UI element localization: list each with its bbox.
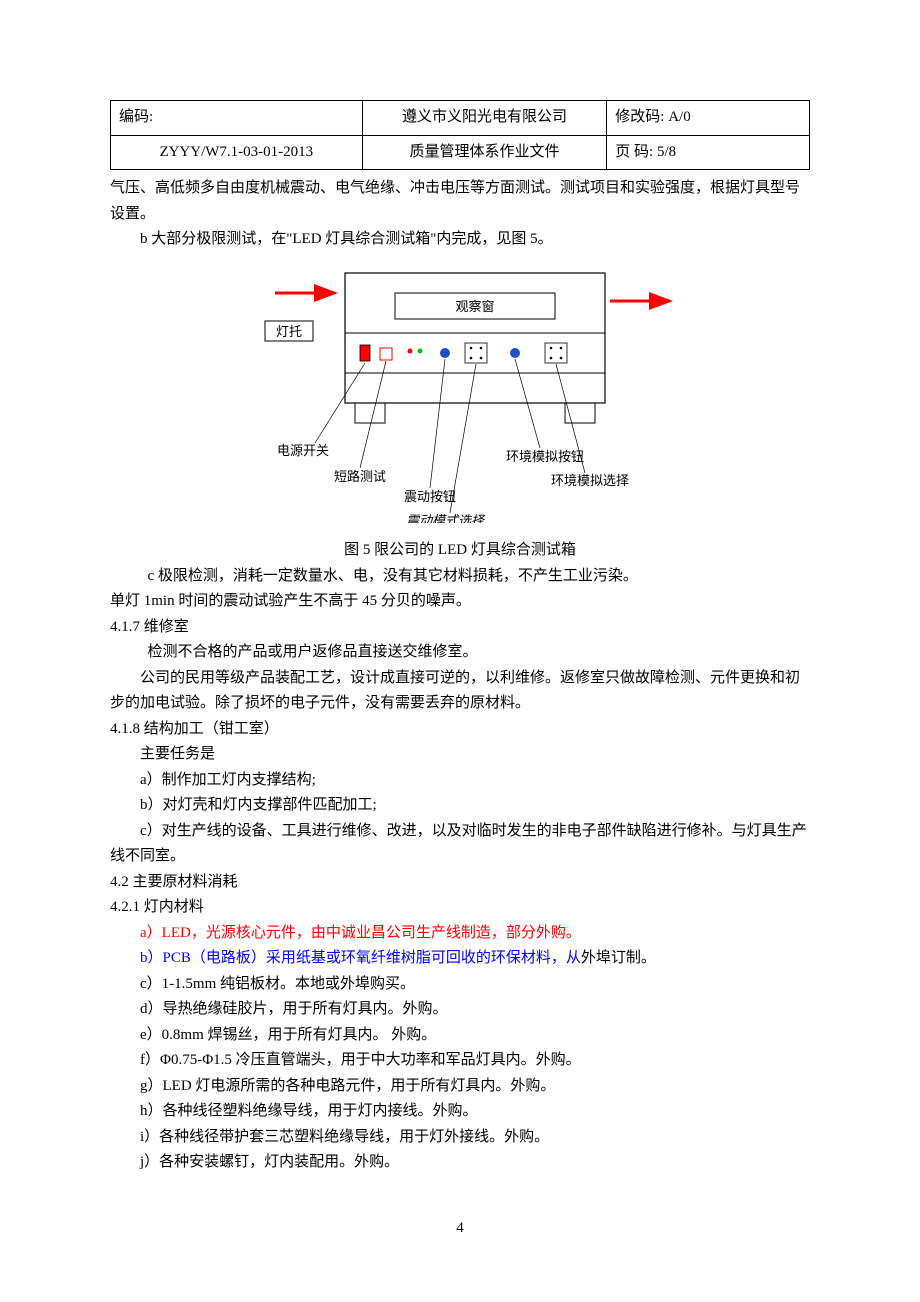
section-421: 4.2.1 灯内材料	[110, 895, 810, 921]
material-e: e）0.8mm 焊锡丝，用于所有灯具内。 外购。	[110, 1023, 810, 1049]
material-i: i）各种线径带护套三芯塑料绝缘导线，用于灯外接线。外购。	[110, 1125, 810, 1151]
material-d: d）导热绝缘硅胶片，用于所有灯具内。外购。	[110, 997, 810, 1023]
cell-page: 页 码: 5/8	[607, 135, 810, 170]
label-env-button: 环境模拟按钮	[506, 449, 584, 464]
label-vib-mode: 震动模式选择	[406, 513, 486, 523]
cell-company: 遵义市义阳光电有限公司	[362, 101, 607, 136]
doc-header-table: 编码: 遵义市义阳光电有限公司 修改码: A/0 ZYYY/W7.1-03-01…	[110, 100, 810, 170]
para-continuation: 气压、高低频多自由度机械震动、电气绝缘、冲击电压等方面测试。测试项目和实验强度，…	[110, 176, 810, 227]
material-f: f）Φ0.75-Φ1.5 冷压直管端头，用于中大功率和军品灯具内。外购。	[110, 1048, 810, 1074]
para-417-a: 检测不合格的产品或用户返修品直接送交维修室。	[110, 640, 810, 666]
page-label: 页 码:	[615, 144, 653, 160]
material-a: a）LED，光源核心元件，由中诚业昌公司生产线制造，部分外购。	[110, 921, 810, 947]
material-b: b）PCB（电路板）采用纸基或环氧纤维树脂可回收的环保材料，从外埠订制。	[110, 946, 810, 972]
item-418-a: a）制作加工灯内支撑结构;	[110, 768, 810, 794]
figure-5-diagram: 观察窗 灯托 电源开关 短路测试 震动按钮 震动模式选择 环境模拟按钮 环境模拟…	[245, 263, 675, 533]
section-42: 4.2 主要原材料消耗	[110, 870, 810, 896]
cell-doctype: 质量管理体系作业文件	[362, 135, 607, 170]
figure-5-caption: 图 5 限公司的 LED 灯具综合测试箱	[110, 538, 810, 564]
material-h: h）各种线径塑料绝缘导线，用于灯内接线。外购。	[110, 1099, 810, 1125]
para-b: b 大部分极限测试，在"LED 灯具综合测试箱"内完成，见图 5。	[110, 227, 810, 253]
cell-code-label: 编码:	[111, 101, 363, 136]
page-value: 5/8	[657, 144, 676, 160]
rev-label: 修改码:	[615, 109, 664, 125]
section-417: 4.1.7 维修室	[110, 615, 810, 641]
material-j: j）各种安装螺钉，灯内装配用。外购。	[110, 1150, 810, 1176]
item-418-c: c）对生产线的设备、工具进行维修、改进，以及对临时发生的非电子部件缺陷进行修补。…	[110, 819, 810, 870]
rev-value: A/0	[668, 109, 691, 125]
cell-rev: 修改码: A/0	[607, 101, 810, 136]
label-obs-window: 观察窗	[455, 299, 494, 314]
para-c-line2: 单灯 1min 时间的震动试验产生不高于 45 分贝的噪声。	[110, 589, 810, 615]
label-env-select: 环境模拟选择	[551, 473, 629, 488]
label-short-test: 短路测试	[334, 469, 386, 484]
label-power-switch: 电源开关	[277, 443, 329, 458]
material-c: c）1-1.5mm 纯铝板材。本地或外埠购买。	[110, 972, 810, 998]
para-417-b: 公司的民用等级产品装配工艺，设计成直接可逆的，以利维修。返修室只做故障检测、元件…	[110, 666, 810, 717]
label-lamp-holder: 灯托	[276, 324, 302, 339]
cell-code-value: ZYYY/W7.1-03-01-2013	[111, 135, 363, 170]
para-c-line1: c 极限检测，消耗一定数量水、电，没有其它材料损耗，不产生工业污染。	[110, 564, 810, 590]
page-number: 4	[110, 1216, 810, 1242]
material-b-blue: b）PCB（电路板）采用纸基或环氧纤维树脂可回收的环保材料，从	[140, 950, 581, 966]
para-418-intro: 主要任务是	[110, 742, 810, 768]
code-label: 编码:	[119, 109, 153, 125]
label-vib-button: 震动按钮	[404, 489, 456, 504]
section-418: 4.1.8 结构加工（钳工室）	[110, 717, 810, 743]
item-418-b: b）对灯壳和灯内支撑部件匹配加工;	[110, 793, 810, 819]
material-b-black: 外埠订制。	[581, 950, 656, 966]
material-g: g）LED 灯电源所需的各种电路元件，用于所有灯具内。外购。	[110, 1074, 810, 1100]
